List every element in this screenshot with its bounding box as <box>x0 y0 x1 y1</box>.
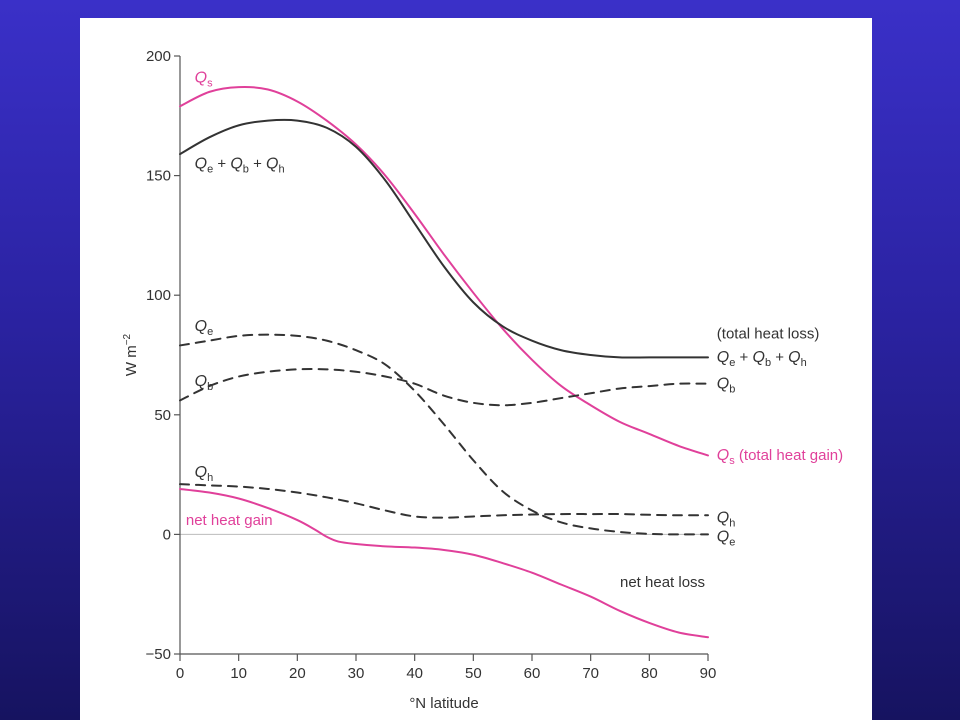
y-axis-label-sup: −2 <box>122 333 133 345</box>
x-tick-label: 80 <box>641 665 658 682</box>
operator: + <box>213 155 230 172</box>
series-line-3 <box>179 368 709 407</box>
x-tick-label: 70 <box>582 665 599 682</box>
heat-budget-line-chart: −50 0 50 100 150 200 0 10 20 30 40 50 60 70 80 90 °N lat… <box>122 48 843 712</box>
x-tick-label: 10 <box>230 665 247 682</box>
series-line-2 <box>179 333 709 536</box>
symbol: Q <box>195 464 207 481</box>
chart-panel: −50 0 50 100 150 200 0 10 20 30 40 50 60 70 80 90 °N lat… <box>80 18 872 720</box>
annotation-qb-left: Qb <box>195 373 214 393</box>
x-tick-label: 30 <box>348 665 365 682</box>
subscript: e <box>729 357 735 369</box>
symbol: Q <box>788 349 800 366</box>
y-axis-label: W m−2 <box>122 333 140 376</box>
y-tick-label: 150 <box>146 168 171 185</box>
symbol: Q <box>717 529 729 546</box>
symbol: Q <box>195 155 207 172</box>
series-line-4 <box>179 483 709 519</box>
x-tick-label: 90 <box>700 665 717 682</box>
annotation-qe-left: Qe <box>195 318 214 338</box>
symbol: Q <box>752 349 764 366</box>
annotation-qsum-left: Qe + Qb + Qh <box>195 155 285 175</box>
annotation-qh-left: Qh <box>195 464 214 484</box>
series-group <box>179 85 709 639</box>
symbol: Q <box>717 447 729 464</box>
series-line-5 <box>179 487 709 639</box>
operator: + <box>249 155 266 172</box>
y-tick-label: 100 <box>146 287 171 304</box>
symbol: Q <box>717 509 729 526</box>
y-tick-label: −50 <box>146 646 171 663</box>
subscript: h <box>801 357 807 369</box>
symbol: Q <box>717 349 729 366</box>
y-tick-label: 50 <box>154 407 171 424</box>
subscript: e <box>207 163 213 175</box>
subscript: b <box>765 357 771 369</box>
y-axis-label-main: W m <box>123 345 140 376</box>
annotation-qsum-right: Qe + Qb + Qh <box>717 349 807 369</box>
suffix: (total heat gain) <box>735 447 843 464</box>
annotation-qs-left: Qs <box>195 69 213 89</box>
y-tick-label: 200 <box>146 48 171 65</box>
annotation-qe-right: Qe <box>717 529 736 549</box>
subscript: s <box>207 77 213 89</box>
x-tick-label: 50 <box>465 665 482 682</box>
series-line-1 <box>179 118 709 359</box>
symbol: Q <box>717 375 729 392</box>
symbol: Q <box>195 373 207 390</box>
subscript: e <box>207 326 213 338</box>
operator: + <box>735 349 752 366</box>
subscript: s <box>729 455 735 467</box>
symbol: Q <box>266 155 278 172</box>
symbol: Q <box>195 69 207 86</box>
x-tick-label: 20 <box>289 665 306 682</box>
subscript: h <box>278 163 284 175</box>
operator: + <box>771 349 788 366</box>
annotation-net-gain: net heat gain <box>186 512 273 529</box>
symbol: Q <box>195 318 207 335</box>
axes: −50 0 50 100 150 200 0 10 20 30 40 50 60 70 80 90 °N lat… <box>122 48 716 712</box>
x-tick-label: 0 <box>176 665 184 682</box>
annotation-total-loss: (total heat loss) <box>717 325 820 342</box>
symbol: Q <box>230 155 242 172</box>
subscript: b <box>243 163 249 175</box>
annotation-qs-right: Qs (total heat gain) <box>717 447 843 467</box>
annotation-qh-right: Qh <box>717 509 736 529</box>
annotation-net-loss: net heat loss <box>620 574 705 591</box>
subscript: h <box>729 517 735 529</box>
x-axis-label: °N latitude <box>409 695 478 712</box>
annotation-qb-right: Qb <box>717 375 736 395</box>
subscript: e <box>729 537 735 549</box>
x-tick-label: 60 <box>524 665 541 682</box>
subscript: b <box>207 381 213 393</box>
x-tick-label: 40 <box>406 665 423 682</box>
series-line-0 <box>179 85 709 457</box>
subscript: b <box>729 383 735 395</box>
y-tick-label: 0 <box>163 526 171 543</box>
subscript: h <box>207 472 213 484</box>
